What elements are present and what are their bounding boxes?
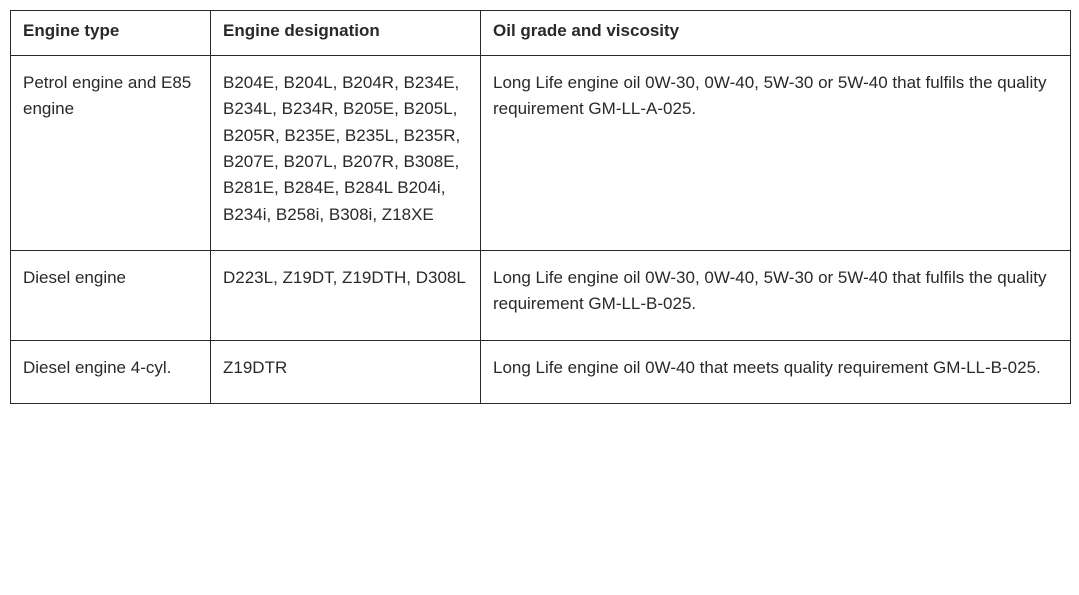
- table-row: Petrol engine and E85 engine B204E, B204…: [11, 56, 1071, 251]
- header-oil-grade: Oil grade and viscosity: [481, 11, 1071, 56]
- header-engine-type: Engine type: [11, 11, 211, 56]
- table-body: Petrol engine and E85 engine B204E, B204…: [11, 56, 1071, 404]
- cell-engine-designation: Z19DTR: [211, 340, 481, 403]
- cell-engine-designation: D223L, Z19DT, Z19DTH, D308L: [211, 251, 481, 341]
- table-row: Diesel engine D223L, Z19DT, Z19DTH, D308…: [11, 251, 1071, 341]
- cell-oil-grade: Long Life engine oil 0W-30, 0W-40, 5W-30…: [481, 251, 1071, 341]
- header-engine-designation: Engine designation: [211, 11, 481, 56]
- table-header-row: Engine type Engine designation Oil grade…: [11, 11, 1071, 56]
- table-row: Diesel engine 4-cyl. Z19DTR Long Life en…: [11, 340, 1071, 403]
- cell-oil-grade: Long Life engine oil 0W-30, 0W-40, 5W-30…: [481, 56, 1071, 251]
- cell-engine-designation: B204E, B204L, B204R, B234E, B234L, B234R…: [211, 56, 481, 251]
- engine-oil-table: Engine type Engine designation Oil grade…: [10, 10, 1071, 404]
- table-head: Engine type Engine designation Oil grade…: [11, 11, 1071, 56]
- cell-oil-grade: Long Life engine oil 0W-40 that meets qu…: [481, 340, 1071, 403]
- cell-engine-type: Diesel engine: [11, 251, 211, 341]
- cell-engine-type: Diesel engine 4-cyl.: [11, 340, 211, 403]
- cell-engine-type: Petrol engine and E85 engine: [11, 56, 211, 251]
